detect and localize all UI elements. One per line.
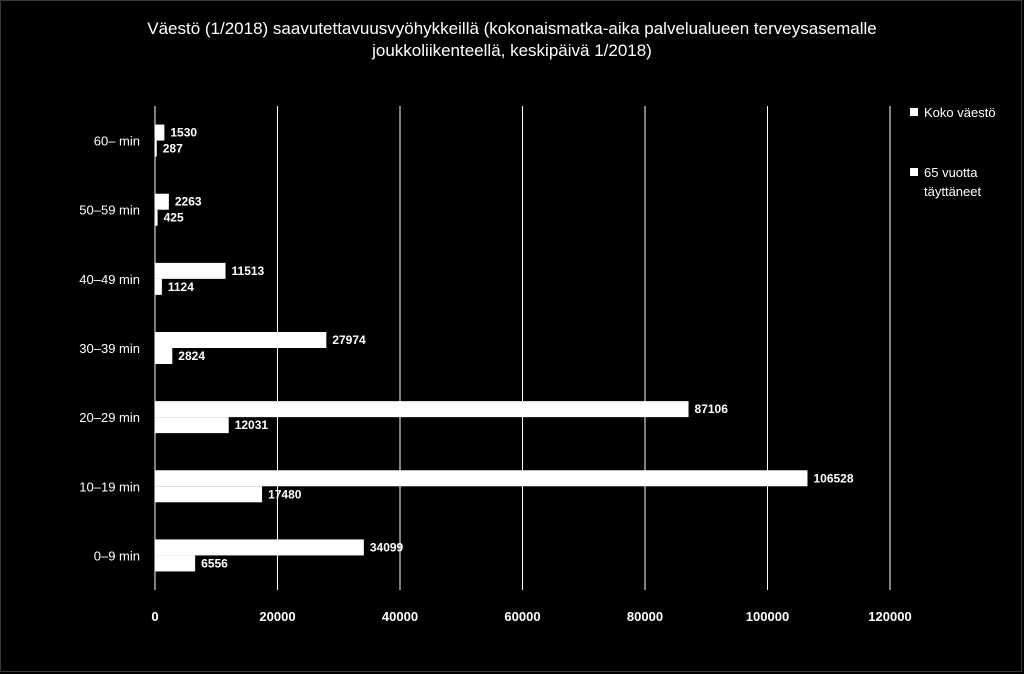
bars <box>155 124 808 572</box>
data-label: 6556 <box>201 556 228 570</box>
data-label: 34099 <box>370 540 404 554</box>
bar-koko-vaesto <box>155 124 165 141</box>
x-tick-label: 20000 <box>259 609 295 624</box>
bar-koko-vaesto <box>155 332 327 348</box>
bar-65-vuotta <box>155 140 157 157</box>
category-label: 50–59 min <box>79 203 140 218</box>
legend-swatch <box>910 108 918 116</box>
legend: Koko väestö 65 vuotta täyttäneet <box>910 105 996 199</box>
data-label: 1530 <box>170 126 197 140</box>
legend-label: Koko väestö <box>924 105 996 120</box>
x-tick-label: 80000 <box>627 609 663 624</box>
x-tick-label: 120000 <box>868 609 911 624</box>
bar-65-vuotta <box>155 417 229 434</box>
legend-label: 65 vuotta <box>924 165 978 180</box>
data-label: 11513 <box>232 264 265 278</box>
data-label: 425 <box>164 211 184 225</box>
x-axis-ticks: 0 20000 40000 60000 80000 100000 120000 <box>151 609 911 624</box>
data-label: 2263 <box>175 195 202 209</box>
category-label: 60– min <box>94 134 140 149</box>
legend-label: täyttäneet <box>924 184 981 199</box>
data-label: 2824 <box>178 349 205 363</box>
chart-title: Väestö (1/2018) saavutettavuusvyöhykkeil… <box>60 18 964 62</box>
data-label: 12031 <box>235 418 269 432</box>
data-labels: 1530 287 2263 425 11513 1124 27974 2824 87106 120… <box>163 126 854 571</box>
chart-title-line-2: joukkoliikenteellä, keskipäivä 1/2018) <box>372 41 652 60</box>
bar-65-vuotta <box>155 486 263 503</box>
bar-65-vuotta <box>155 209 158 226</box>
bar-65-vuotta <box>155 348 173 364</box>
category-label: 10–19 min <box>79 479 140 494</box>
category-label: 20–29 min <box>79 410 140 425</box>
x-tick-label: 0 <box>151 609 158 624</box>
data-label: 287 <box>163 142 183 156</box>
bar-koko-vaesto <box>155 262 226 279</box>
bar-koko-vaesto <box>155 539 364 556</box>
y-axis-categories: 60– min 50–59 min 40–49 min 30–39 min 20–29 … <box>79 134 140 564</box>
x-tick-label: 100000 <box>746 609 789 624</box>
bar-65-vuotta <box>155 278 162 295</box>
bar-65-vuotta <box>155 555 196 572</box>
data-label: 87106 <box>695 402 729 416</box>
category-label: 40–49 min <box>79 272 140 287</box>
category-label: 0–9 min <box>94 548 140 563</box>
category-label: 30–39 min <box>79 341 140 356</box>
x-tick-label: 60000 <box>504 609 540 624</box>
data-label: 17480 <box>268 487 302 501</box>
bar-koko-vaesto <box>155 401 689 418</box>
data-label: 27974 <box>332 333 366 347</box>
data-label: 106528 <box>813 471 853 485</box>
x-tick-label: 40000 <box>382 609 418 624</box>
data-label: 1124 <box>168 280 194 294</box>
bar-koko-vaesto <box>155 470 808 487</box>
legend-swatch <box>910 168 918 176</box>
bar-koko-vaesto <box>155 193 169 210</box>
chart-title-line-1: Väestö (1/2018) saavutettavuusvyöhykkeil… <box>147 19 877 38</box>
